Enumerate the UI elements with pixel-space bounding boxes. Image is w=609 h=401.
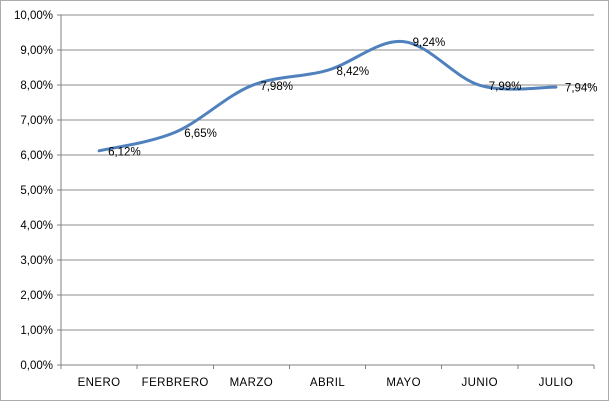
x-axis-category-label: MARZO: [230, 377, 274, 389]
data-label: 8,42%: [337, 66, 370, 78]
y-axis-tick-label: 10,00%: [14, 10, 53, 22]
data-label: 7,99%: [489, 81, 522, 93]
data-label: 7,98%: [260, 81, 293, 93]
data-label: 6,12%: [108, 146, 141, 158]
x-axis-category-label: FERBRERO: [142, 377, 209, 389]
y-axis-tick-label: 8,00%: [20, 80, 53, 92]
x-axis-category-label: ABRIL: [310, 377, 345, 389]
x-axis-category-label: MAYO: [386, 377, 421, 389]
y-axis-tick-label: 6,00%: [20, 150, 53, 162]
y-axis-tick-label: 0,00%: [20, 360, 53, 372]
y-axis-tick-label: 5,00%: [20, 185, 53, 197]
y-axis-tick-label: 3,00%: [20, 255, 53, 267]
data-label: 9,24%: [413, 37, 446, 49]
series-line: [97, 40, 558, 153]
y-axis-tick-label: 4,00%: [20, 220, 53, 232]
y-axis-tick-label: 7,00%: [20, 115, 53, 127]
data-label: 6,65%: [184, 128, 217, 140]
x-axis-category-label: JULIO: [539, 377, 574, 389]
y-axis-tick-label: 2,00%: [20, 290, 53, 302]
x-axis-category-label: ENERO: [78, 377, 121, 389]
y-axis-tick-label: 9,00%: [20, 45, 53, 57]
data-label: 7,94%: [565, 83, 598, 95]
x-axis-category-label: JUNIO: [462, 377, 499, 389]
y-axis-tick-label: 1,00%: [20, 325, 53, 337]
